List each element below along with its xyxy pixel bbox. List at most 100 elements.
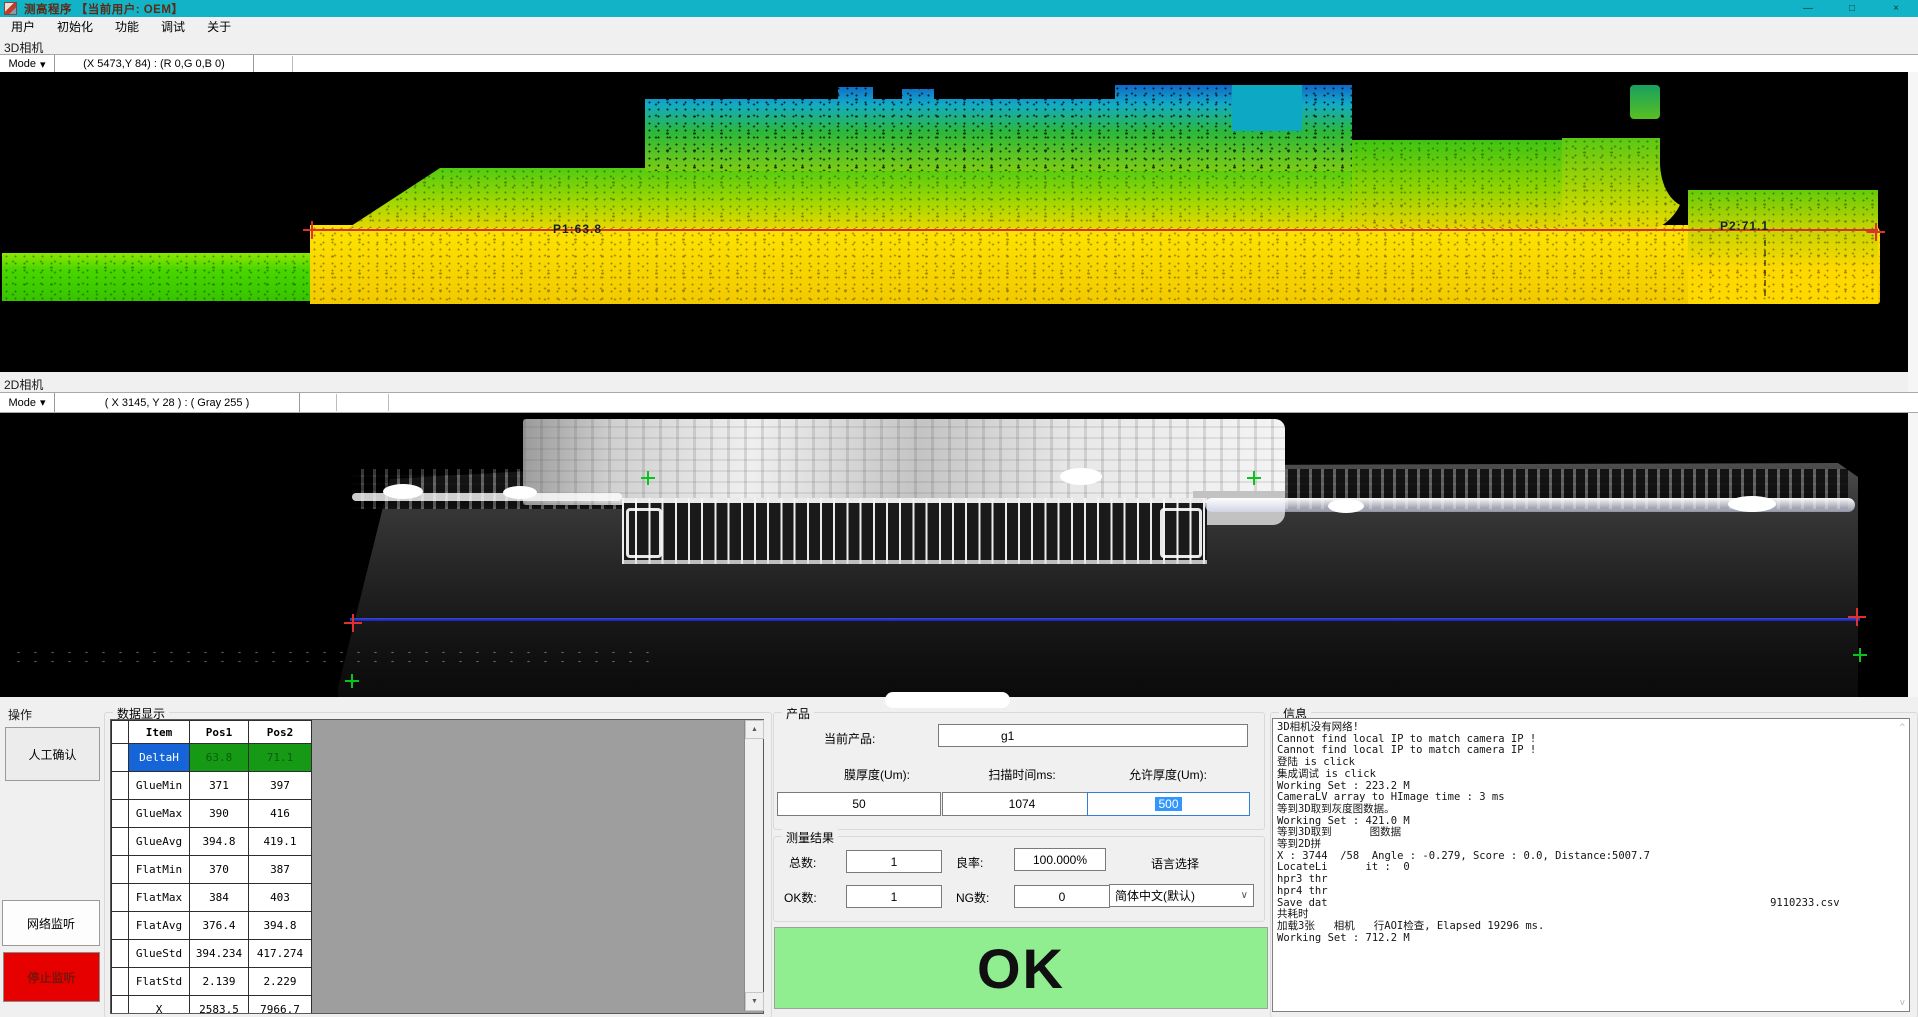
p1-annotation: P1:63.8	[553, 222, 603, 236]
ng-count-field[interactable]: 0	[1014, 885, 1110, 908]
log-scroll-down-icon[interactable]: v	[1899, 998, 1905, 1008]
info-groupbox: 信息	[1270, 705, 1918, 1017]
heightmap-left-green-bar	[2, 253, 310, 301]
green-cross-marker	[641, 471, 655, 485]
log-line: LocateLi it : 0	[1277, 861, 1410, 874]
current-product-field[interactable]: g1	[938, 724, 1248, 747]
scroll-up-button[interactable]: ▲	[745, 720, 764, 739]
ok-count-field[interactable]: 1	[846, 885, 942, 908]
table-row[interactable]: FlatAvg 376.4 394.8	[111, 911, 312, 940]
log-line: 集成调试 is click	[1277, 767, 1376, 780]
selected-text: 500	[1155, 797, 1182, 811]
table-row[interactable]: GlueAvg 394.8 419.1	[111, 827, 312, 856]
scan-time-label: 扫描时间ms:	[988, 768, 1056, 782]
table-row[interactable]: FlatMax 384 403	[111, 883, 312, 912]
cell-item: FlatMax	[128, 883, 190, 912]
green-cross-marker	[1853, 648, 1867, 662]
maximize-button[interactable]: □	[1848, 3, 1856, 14]
menu-user[interactable]: 用户	[11, 20, 36, 34]
yield-field[interactable]: 100.000%	[1014, 848, 1106, 871]
mode-bar-divider	[336, 394, 337, 411]
log-line: 等到2D拼	[1277, 838, 1322, 851]
current-product-label: 当前产品:	[824, 732, 876, 746]
table-row[interactable]: GlueStd 394.234 417.274	[111, 939, 312, 968]
col-header-pos1[interactable]: Pos1	[189, 720, 249, 744]
manual-confirm-button[interactable]: 人工确认	[5, 727, 100, 781]
cell-pos2: 71.1	[248, 743, 312, 772]
cell-pos1: 63.8	[189, 743, 249, 772]
cell-pos1: 394.8	[189, 827, 249, 856]
allow-thickness-label: 允许厚度(Um):	[1129, 768, 1207, 782]
cell-pos2: 417.274	[248, 939, 312, 968]
camera3d-section-label: 3D相机	[4, 41, 44, 55]
table-row[interactable]: GlueMin 371 397	[111, 771, 312, 800]
row-header-cell	[111, 743, 129, 772]
scroll-up-icon: ▲	[751, 726, 758, 733]
result-groupbox: 测量结果 总数: 1 良率: 100.000% 语言选择 OK数: 1 NG数:…	[773, 829, 1265, 922]
redaction-smudge	[885, 692, 1010, 708]
network-listen-button[interactable]: 网络监听	[2, 900, 100, 946]
close-button[interactable]: ×	[1893, 3, 1899, 14]
log-line: CameraLV array to HImage time : 3 ms	[1277, 791, 1505, 804]
camera3d-view[interactable]: P1:63.8 P2:71.1	[0, 72, 1908, 372]
cell-pos2: 403	[248, 883, 312, 912]
menu-function[interactable]: 功能	[115, 20, 140, 34]
language-dropdown[interactable]: 简体中文(默认) ∨	[1109, 884, 1254, 907]
solder-blob	[1728, 496, 1776, 512]
stop-listen-button[interactable]: 停止监听	[3, 952, 100, 1002]
log-output[interactable]: 3D相机没有网络! Cannot find local IP to match …	[1272, 718, 1910, 1012]
col-header-pos2[interactable]: Pos2	[248, 720, 312, 744]
menu-init[interactable]: 初始化	[57, 20, 94, 34]
table-row[interactable]: FlatStd 2.139 2.229	[111, 967, 312, 996]
row-header-cell	[111, 883, 129, 912]
camera2d-mode-button[interactable]: Mode ▾	[0, 393, 55, 412]
cross-marker-p2	[1867, 223, 1885, 241]
measure-line-2d	[350, 618, 1860, 621]
solder-blob	[1328, 499, 1364, 513]
log-line: 等到3D取到 图数据	[1277, 826, 1402, 839]
p2-annotation: P2:71.1	[1720, 219, 1770, 233]
table-row[interactable]: X 2583.5 7966.7	[111, 995, 312, 1013]
window-controls: — □ ×	[1786, 0, 1918, 17]
mode-label: Mode	[8, 396, 36, 409]
cell-pos1: 2583.5	[189, 995, 249, 1013]
language-select-label: 语言选择	[1151, 857, 1200, 871]
scroll-down-button[interactable]: ▼	[745, 992, 764, 1011]
table-row[interactable]: FlatMin 370 387	[111, 855, 312, 884]
info-label: 信息	[1279, 705, 1312, 722]
cell-pos1: 371	[189, 771, 249, 800]
mode-bar-divider	[388, 394, 389, 411]
data-grid: Item Pos1 Pos2 DeltaH 63.8 71.1 GlueMin …	[110, 719, 764, 1014]
allow-thickness-field[interactable]: 500	[1087, 792, 1250, 816]
menu-about[interactable]: 关于	[207, 20, 232, 34]
camera2d-section-label: 2D相机	[4, 378, 44, 392]
camera3d-mode-bar: Mode ▾ (X 5473,Y 84) : (R 0,G 0,B 0)	[0, 54, 1918, 74]
table-row[interactable]: GlueMax 390 416	[111, 799, 312, 828]
col-header-item[interactable]: Item	[128, 720, 190, 744]
camera2d-view[interactable]	[0, 413, 1908, 697]
table-scrollbar[interactable]: ▲ ▼	[744, 720, 764, 1011]
menu-debug[interactable]: 调试	[161, 20, 186, 34]
total-field[interactable]: 1	[846, 850, 942, 873]
row-header-cell	[111, 771, 129, 800]
status-banner: OK	[774, 927, 1268, 1009]
operate-panel-label: 操作	[8, 708, 33, 722]
result-label: 测量结果	[782, 829, 839, 846]
solder-blob	[503, 486, 537, 499]
product-label: 产品	[782, 705, 815, 722]
cell-pos2: 394.8	[248, 911, 312, 940]
camera3d-mode-button[interactable]: Mode ▾	[0, 55, 55, 73]
film-thickness-field[interactable]: 50	[777, 792, 941, 816]
measure-line-3d	[310, 229, 1878, 231]
log-line: Working Set : 712.2 M	[1277, 931, 1410, 944]
cell-pos1: 376.4	[189, 911, 249, 940]
minimize-button[interactable]: —	[1803, 3, 1813, 14]
log-scroll-up-icon[interactable]: ^	[1899, 723, 1905, 733]
scan-time-field[interactable]: 1074	[942, 792, 1102, 816]
cell-pos2: 7966.7	[248, 995, 312, 1013]
window-title: 测高程序 【当前用户: OEM】	[24, 3, 184, 16]
cross-marker-left	[344, 614, 362, 632]
heightmap-small-patch	[1630, 85, 1660, 119]
table-row[interactable]: DeltaH 63.8 71.1	[111, 743, 312, 772]
mode-label: Mode	[8, 58, 36, 70]
